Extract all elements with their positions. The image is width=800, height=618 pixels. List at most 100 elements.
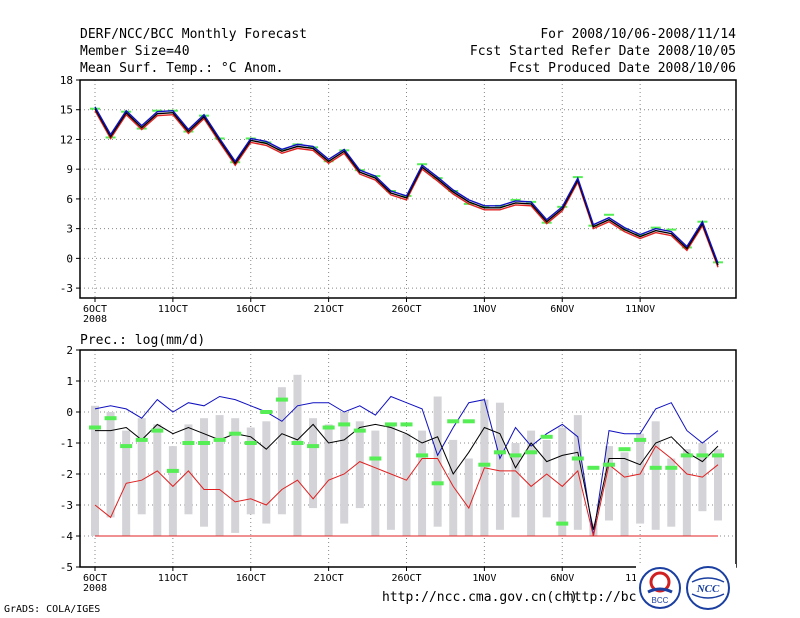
member-size-label: Member Size=40 — [80, 44, 190, 59]
forecast-started-date: Fcst Started Refer Date 2008/10/05 — [469, 44, 736, 59]
prec-highlight-mark — [213, 437, 226, 442]
prec-xtick-label: 1NOV — [472, 573, 496, 584]
prec-bar — [667, 458, 676, 527]
temp-ytick-label: 15 — [60, 104, 73, 117]
prec-xtick-label: 16OCT — [236, 573, 266, 584]
prec-title: Prec.: log(mm/d) — [80, 333, 205, 348]
prec-bar — [449, 439, 458, 536]
prec-bar — [106, 412, 115, 518]
prec-series-median — [95, 423, 719, 530]
prec-bar — [558, 427, 567, 536]
prec-highlight-mark — [104, 416, 117, 421]
prec-bar — [386, 424, 395, 530]
prec-xtick-label: 26OCT — [391, 573, 421, 584]
forecast-period: For 2008/10/06-2008/11/14 — [540, 27, 736, 42]
prec-xtick-label: 11OCT — [158, 573, 188, 584]
temp-ytick-label: 0 — [66, 252, 73, 265]
prec-highlight-mark — [89, 425, 101, 430]
prec-bar — [277, 387, 286, 515]
prec-bar — [231, 418, 240, 533]
prec-bar — [418, 430, 427, 536]
prec-bar — [184, 424, 193, 515]
prec-highlight-mark — [447, 419, 460, 424]
prec-bar — [200, 418, 209, 527]
prec-bar — [604, 446, 613, 521]
prec-highlight-mark — [120, 444, 133, 449]
prec-bar — [542, 439, 551, 518]
ncc-logo-text: NCC — [696, 583, 720, 595]
prec-highlight-mark — [151, 428, 164, 433]
prec-ytick-label: 0 — [66, 406, 73, 419]
temp-ytick-label: 3 — [66, 223, 73, 236]
bcc-logo-text: BCC — [652, 596, 669, 605]
prec-highlight-mark — [135, 437, 148, 442]
chart-title: DERF/NCC/BCC Monthly Forecast — [80, 27, 307, 42]
temp-xtick-label: 16OCT — [236, 304, 266, 315]
prec-bar — [246, 427, 255, 515]
temp-xtick-label: 6NOV — [550, 304, 574, 315]
prec-bar — [340, 412, 349, 524]
prec-highlight-mark — [649, 465, 662, 470]
prec-bar — [714, 449, 722, 521]
prec-highlight-mark — [540, 434, 553, 439]
prec-bar — [293, 374, 302, 536]
prec-highlight-mark — [587, 465, 600, 470]
prec-bar — [91, 405, 99, 536]
prec-highlight-mark — [602, 462, 615, 467]
prec-highlight-mark — [291, 441, 304, 445]
prec-highlight-mark — [493, 450, 506, 455]
prec-xtick-label: 6NOV — [550, 573, 574, 584]
prec-xtick-label: 21OCT — [314, 573, 344, 584]
prec-bar — [682, 449, 691, 536]
prec-highlight-mark — [571, 456, 584, 461]
prec-ytick-label: -2 — [60, 468, 73, 481]
logo-panel: BCC NCC — [636, 564, 736, 614]
prec-bar — [262, 421, 271, 524]
prec-bar — [168, 446, 177, 536]
ncc-url-link[interactable]: http://ncc.cma.gov.cn(ch) — [382, 590, 578, 605]
bcc-url-link[interactable]: http://bcc. — [566, 590, 653, 605]
temp-series-high — [94, 106, 719, 264]
prec-bar — [636, 433, 645, 524]
temp-xtick-label: 6OCT — [83, 304, 107, 315]
temp-xtick-label: 21OCT — [314, 304, 344, 315]
prec-bar — [527, 430, 536, 536]
prec-highlight-mark — [322, 425, 335, 430]
prec-highlight-mark — [618, 447, 631, 452]
prec-bar — [495, 402, 504, 530]
prec-year-label: 2008 — [83, 583, 107, 594]
temp-xtick-label: 11OCT — [158, 304, 188, 315]
prec-highlight-mark — [634, 437, 647, 442]
temp-ytick-label: 18 — [60, 74, 73, 87]
prec-bar — [215, 415, 224, 536]
prec-series-min — [94, 445, 719, 537]
grads-credit: GrADS: COLA/IGES — [4, 604, 101, 615]
prec-bar — [433, 396, 442, 527]
temp-ytick-label: 12 — [60, 133, 73, 146]
prec-highlight-mark — [384, 422, 397, 427]
forecast-produced-date: Fcst Produced Date 2008/10/06 — [509, 61, 736, 76]
prec-highlight-mark — [431, 481, 444, 486]
prec-ytick-label: 2 — [66, 344, 73, 357]
prec-ytick-label: 1 — [66, 375, 73, 388]
prec-bar — [355, 421, 364, 509]
temp-series-low — [94, 110, 719, 268]
prec-highlight-mark — [307, 444, 320, 449]
prec-highlight-mark — [338, 422, 351, 427]
prec-highlight-mark — [462, 419, 475, 424]
prec-highlight-mark — [275, 397, 288, 402]
prec-series-max — [94, 395, 719, 537]
temp-xtick-label: 11NOV — [625, 304, 655, 315]
prec-bar — [137, 418, 146, 515]
temp-series-median — [94, 108, 719, 266]
prec-bar — [464, 458, 473, 536]
prec-highlight-mark — [166, 468, 179, 473]
prec-highlight-mark — [680, 453, 693, 458]
prec-highlight-mark — [696, 453, 709, 458]
prec-highlight-mark — [353, 428, 366, 433]
temp-year-label: 2008 — [83, 314, 107, 325]
prec-ytick-label: -1 — [60, 437, 73, 450]
prec-highlight-mark — [182, 441, 195, 445]
temp-plot-frame — [79, 79, 737, 299]
